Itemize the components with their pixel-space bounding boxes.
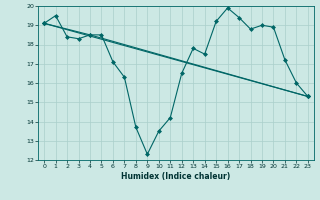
X-axis label: Humidex (Indice chaleur): Humidex (Indice chaleur): [121, 172, 231, 181]
